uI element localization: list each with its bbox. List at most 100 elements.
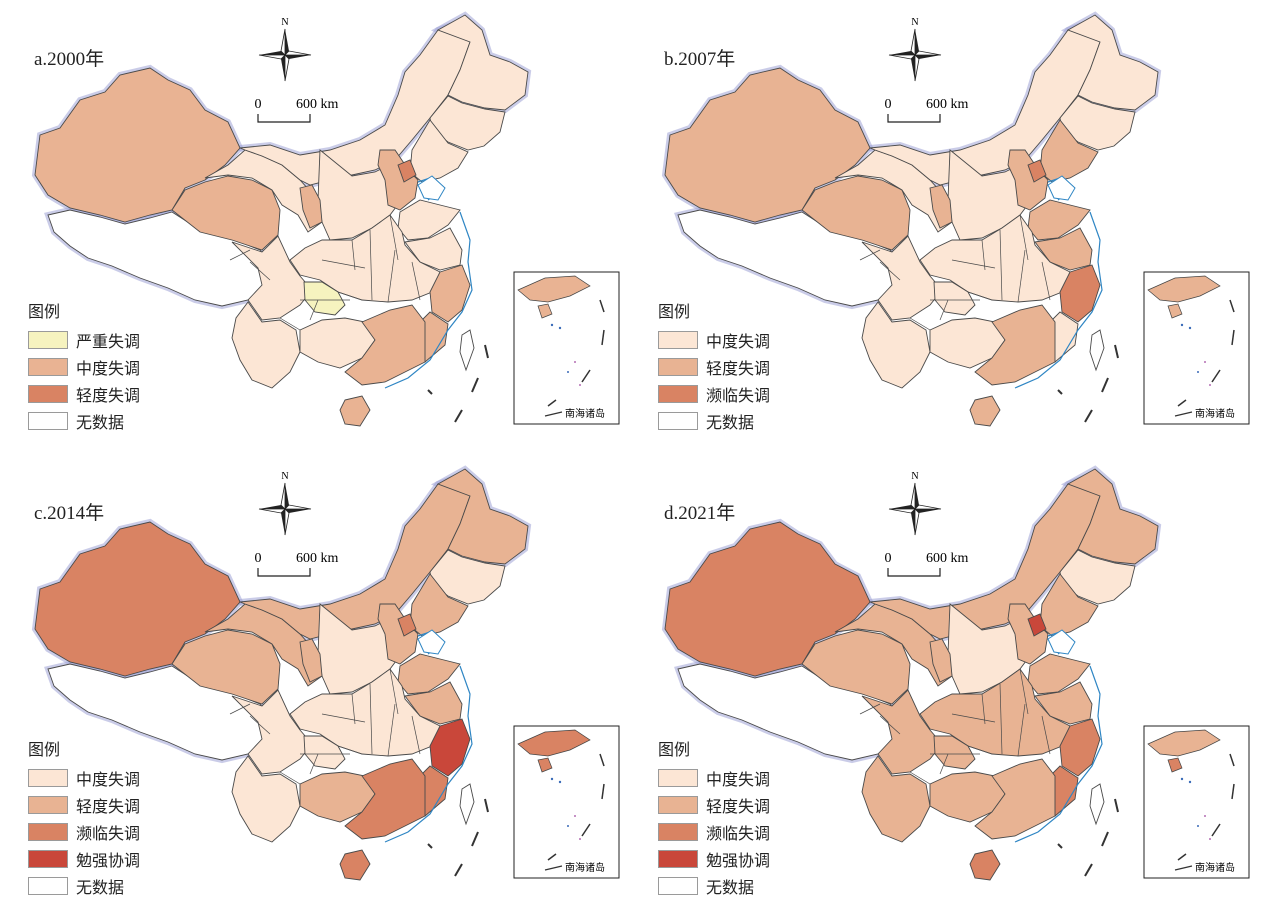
- region-yunnan: [861, 755, 931, 843]
- legend-item: 无数据: [28, 872, 140, 899]
- region-yunnan: [231, 755, 301, 843]
- inset-dash: [544, 865, 563, 871]
- inset-mainland: [517, 275, 591, 303]
- region-guangdong: [974, 758, 1056, 840]
- south-sea-inset: 南海诸岛: [1143, 725, 1250, 879]
- north-arrow: N: [888, 17, 942, 82]
- region-central: [919, 214, 1071, 303]
- region-heilongjiang: [436, 468, 529, 565]
- region-liaoning: [409, 119, 469, 183]
- legend-label: 濒临失调: [706, 385, 771, 405]
- internal-border: [859, 703, 881, 715]
- inset-hainan: [537, 757, 553, 773]
- legend-item: 严重失调: [28, 326, 140, 353]
- boundary-dashes: [427, 344, 489, 423]
- legend-swatch: [658, 357, 698, 376]
- north-arrow-point: [281, 509, 285, 535]
- inset-dash: [1231, 329, 1235, 346]
- inset-label: 南海诸岛: [1195, 407, 1235, 420]
- scale-zero-label: 0: [255, 97, 262, 112]
- north-arrow-point: [914, 54, 920, 82]
- region-taiwan: [459, 329, 475, 372]
- internal-border: [249, 715, 271, 735]
- region-chongqing: [933, 281, 976, 316]
- inset-island: [579, 838, 581, 840]
- internal-border: [279, 771, 301, 785]
- inset-dash: [1177, 853, 1187, 861]
- legend-swatch: [658, 768, 698, 787]
- inset-dash: [1211, 823, 1221, 837]
- inset-dash: [601, 783, 605, 800]
- north-arrow-point: [281, 55, 285, 81]
- map-panel-d: N 0 600 km 南海诸岛 d.2021年 图例 中度失调 轻度失调 濒临失调 勉…: [630, 454, 1265, 908]
- legend-label: 轻度失调: [706, 358, 771, 378]
- legend-label: 轻度失调: [706, 796, 771, 816]
- inset-island: [1209, 838, 1211, 840]
- north-arrow-point: [285, 55, 311, 59]
- region-hainan: [969, 395, 1001, 427]
- region-taiwan: [459, 783, 475, 826]
- north-arrow-point: [888, 508, 916, 514]
- legend-swatch: [28, 876, 68, 895]
- scale-zero-label: 0: [885, 97, 892, 112]
- inset-dash: [547, 853, 557, 861]
- panel-title: a.2000年: [34, 49, 105, 70]
- region-qinghai: [171, 175, 281, 251]
- china-map: N 0 600 km 南海诸岛: [661, 465, 1250, 881]
- dash-mark: [484, 344, 489, 359]
- legend-label: 中度失调: [706, 769, 771, 789]
- legend-label: 无数据: [76, 877, 125, 897]
- dash-mark: [1084, 863, 1093, 877]
- scale-distance-label: 600 km: [296, 551, 339, 566]
- legend-swatch: [658, 330, 698, 349]
- inset-island: [579, 384, 581, 386]
- internal-border: [309, 753, 319, 775]
- inset-dash: [544, 411, 563, 417]
- inset-dash: [601, 329, 605, 346]
- legend-item: 中度失调: [28, 764, 140, 791]
- internal-border: [411, 261, 421, 301]
- legend-label: 轻度失调: [76, 796, 141, 816]
- inset-island: [1197, 371, 1199, 373]
- north-arrow-point: [258, 508, 286, 514]
- china-map: N 0 600 km 南海诸岛: [661, 11, 1250, 427]
- north-label: N: [281, 17, 288, 28]
- internal-border: [1019, 214, 1029, 261]
- internal-border: [939, 299, 949, 321]
- provinces: [664, 14, 1159, 427]
- region-chongqing: [303, 281, 346, 316]
- inset-label: 南海诸岛: [1195, 861, 1235, 874]
- scale-bar-line: [257, 114, 311, 123]
- legend-swatch: [658, 795, 698, 814]
- region-heilongjiang: [436, 14, 529, 111]
- legend: 图例 中度失调 轻度失调 濒临失调 勉强协调 无数据: [28, 736, 140, 899]
- legend: 图例 中度失调 轻度失调 濒临失调 勉强协调 无数据: [658, 736, 770, 899]
- inset-hainan: [537, 303, 553, 319]
- scale-distance-label: 600 km: [926, 97, 969, 112]
- internal-border: [249, 261, 271, 281]
- internal-border: [229, 249, 251, 261]
- inset-island: [558, 326, 562, 330]
- internal-border: [879, 261, 901, 281]
- legend-label: 无数据: [76, 412, 125, 432]
- north-arrow-point: [911, 509, 915, 535]
- region-xinjiang: [664, 521, 871, 677]
- north-arrow-point: [284, 50, 312, 56]
- inset-dash: [581, 369, 591, 383]
- map-panel-c: N 0 600 km 南海诸岛 c.2014年 图例 中度失调 轻度失调 濒临失调 勉…: [0, 454, 635, 908]
- provinces: [34, 468, 529, 881]
- region-beijing: [397, 159, 417, 183]
- legend-swatch: [28, 384, 68, 403]
- region-central: [289, 668, 441, 757]
- inset-dash: [1229, 299, 1235, 313]
- inset-island: [574, 815, 576, 817]
- internal-border: [387, 249, 396, 303]
- dash-mark: [471, 831, 479, 847]
- legend-label: 中度失调: [76, 769, 141, 789]
- internal-border: [389, 668, 399, 715]
- north-arrow-point: [915, 509, 941, 513]
- internal-border: [967, 291, 993, 301]
- north-arrow-point: [259, 505, 285, 509]
- north-arrow-point: [284, 508, 290, 536]
- china-map: N 0 600 km 南海诸岛: [31, 11, 620, 427]
